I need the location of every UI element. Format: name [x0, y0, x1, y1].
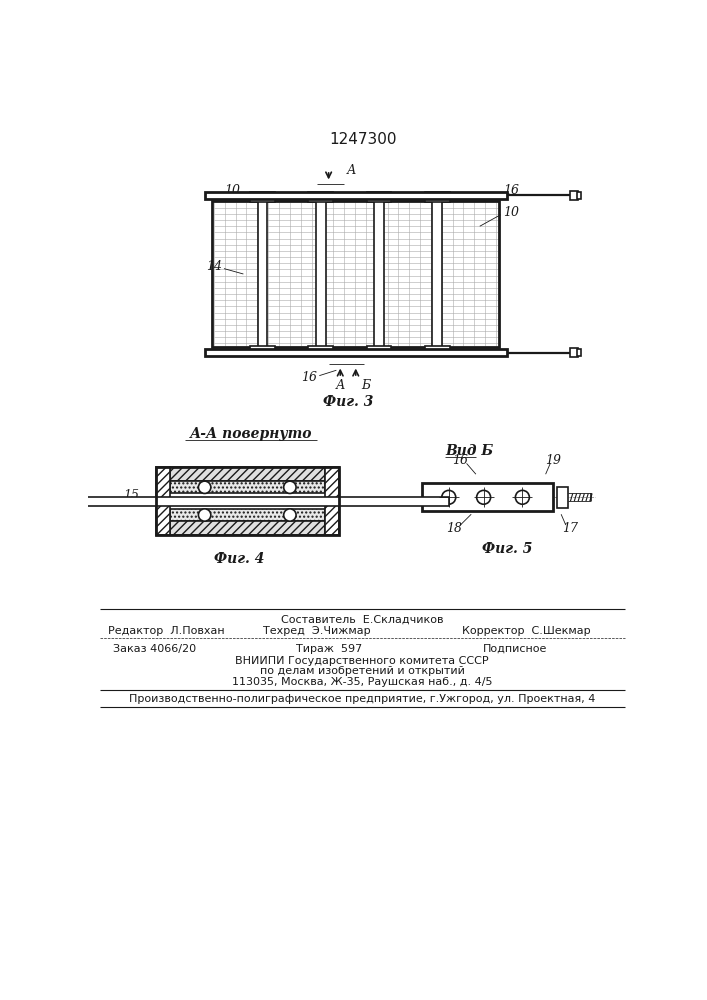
Text: Корректор  С.Шекмар: Корректор С.Шекмар	[462, 626, 590, 636]
Text: Б: Б	[361, 379, 370, 392]
Text: 10: 10	[223, 184, 240, 197]
Text: Производственно-полиграфическое предприятие, г.Ужгород, ул. Проектная, 4: Производственно-полиграфическое предприя…	[129, 694, 595, 704]
Bar	[250, 192, 275, 202]
Text: 14: 14	[206, 260, 222, 273]
Text: 19: 19	[545, 454, 561, 467]
Bar	[367, 346, 392, 356]
Bar	[204, 192, 507, 199]
Bar	[46, 497, 449, 506]
Bar	[374, 201, 384, 347]
Text: А: А	[346, 164, 356, 177]
Bar	[170, 481, 325, 493]
Bar	[204, 349, 507, 356]
Bar	[433, 201, 442, 347]
Text: 16: 16	[452, 454, 468, 467]
Text: 15: 15	[123, 489, 139, 502]
Bar	[250, 346, 275, 356]
Text: 18: 18	[446, 522, 462, 535]
Bar	[425, 192, 450, 202]
Circle shape	[199, 509, 211, 521]
Bar	[577, 349, 581, 356]
Text: Заказ 4066/20: Заказ 4066/20	[112, 644, 196, 654]
Bar	[170, 467, 325, 481]
Text: Редактор  Л.Повхан: Редактор Л.Повхан	[107, 626, 224, 636]
Text: Составитель  Е.Складчиков: Составитель Е.Складчиков	[281, 615, 443, 625]
Bar	[325, 467, 339, 535]
Bar	[571, 348, 578, 357]
Text: А: А	[336, 379, 345, 392]
Text: Техред  Э.Чижмар: Техред Э.Чижмар	[263, 626, 370, 636]
Text: по делам изобретений и открытий: по делам изобретений и открытий	[259, 666, 464, 676]
Text: Фиг. 5: Фиг. 5	[481, 542, 532, 556]
Bar	[308, 192, 333, 202]
Text: Фиг. 4: Фиг. 4	[214, 552, 264, 566]
Text: Вид Б: Вид Б	[445, 444, 493, 458]
Bar	[316, 201, 325, 347]
Bar	[156, 467, 339, 535]
Text: 113035, Москва, Ж-35, Раушская наб., д. 4/5: 113035, Москва, Ж-35, Раушская наб., д. …	[232, 677, 492, 687]
Bar	[258, 201, 267, 347]
Bar	[425, 346, 450, 356]
Circle shape	[515, 490, 530, 504]
Text: Подписное: Подписное	[482, 644, 547, 654]
Circle shape	[199, 481, 211, 493]
Bar	[308, 346, 333, 356]
Bar	[571, 191, 578, 200]
Text: Фиг. 3: Фиг. 3	[323, 395, 373, 409]
Circle shape	[284, 509, 296, 521]
Text: 17: 17	[563, 522, 578, 535]
Circle shape	[477, 490, 491, 504]
Text: 1247300: 1247300	[329, 132, 397, 147]
Bar	[367, 192, 392, 202]
Circle shape	[442, 490, 456, 504]
Text: 10: 10	[503, 206, 519, 219]
Text: Тираж  597: Тираж 597	[296, 644, 362, 654]
Bar	[577, 192, 581, 199]
Text: ВНИИПИ Государственного комитета СССР: ВНИИПИ Государственного комитета СССР	[235, 656, 489, 666]
Text: А-А повернуто: А-А повернуто	[190, 427, 312, 441]
Text: 16: 16	[301, 371, 317, 384]
Bar	[170, 509, 325, 521]
Bar	[212, 201, 499, 347]
Circle shape	[284, 481, 296, 493]
Bar	[557, 487, 568, 508]
Bar	[156, 467, 170, 535]
Bar	[170, 521, 325, 535]
Text: 14: 14	[321, 522, 337, 535]
Bar	[421, 483, 554, 511]
Text: 16: 16	[503, 184, 519, 197]
